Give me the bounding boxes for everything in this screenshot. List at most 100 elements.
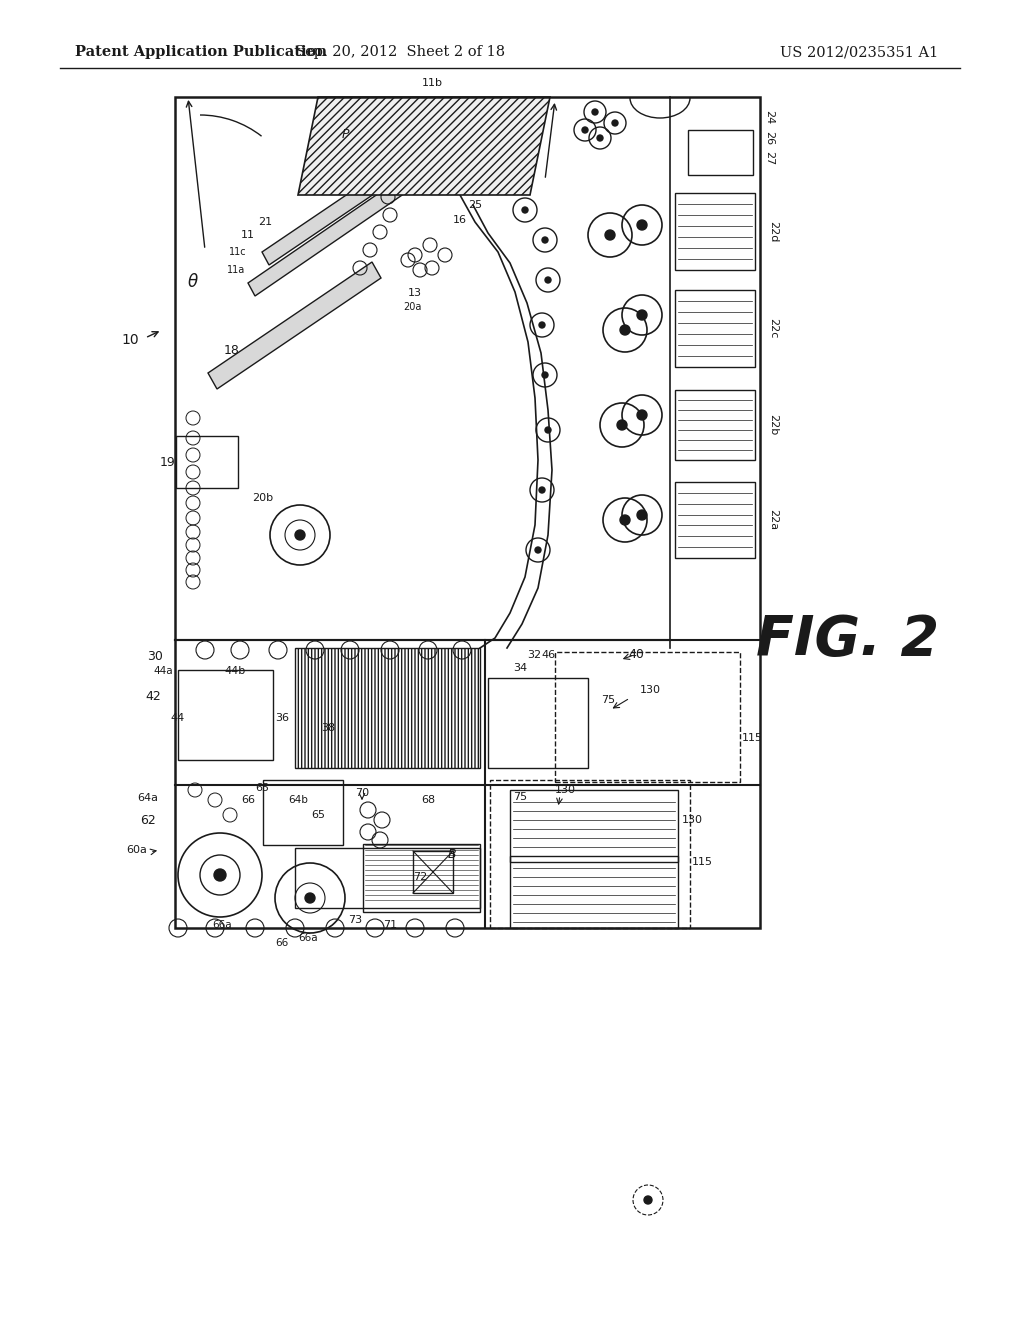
Text: 66: 66 xyxy=(275,939,289,948)
Polygon shape xyxy=(248,165,427,296)
Bar xyxy=(176,436,238,488)
Circle shape xyxy=(605,230,615,240)
Bar xyxy=(178,671,273,760)
Text: 70: 70 xyxy=(355,788,369,799)
Text: 65: 65 xyxy=(255,783,269,793)
Text: 27: 27 xyxy=(764,150,774,165)
Text: 75: 75 xyxy=(513,792,527,803)
Text: 19: 19 xyxy=(160,455,176,469)
Polygon shape xyxy=(298,96,550,195)
Text: 26: 26 xyxy=(764,131,774,145)
Text: θ: θ xyxy=(188,273,198,290)
Circle shape xyxy=(637,510,647,520)
Text: 64b: 64b xyxy=(288,795,308,805)
Text: 18: 18 xyxy=(224,343,240,356)
Text: 11a: 11a xyxy=(227,265,245,275)
Text: 13: 13 xyxy=(408,288,422,298)
Text: 22b: 22b xyxy=(768,414,778,436)
Circle shape xyxy=(592,110,598,115)
Text: 36: 36 xyxy=(275,713,289,723)
Text: 66a: 66a xyxy=(298,933,317,942)
Text: Sep. 20, 2012  Sheet 2 of 18: Sep. 20, 2012 Sheet 2 of 18 xyxy=(295,45,505,59)
Text: P: P xyxy=(341,128,349,141)
Text: 44b: 44b xyxy=(224,667,246,676)
Text: 20b: 20b xyxy=(253,492,273,503)
Circle shape xyxy=(545,426,551,433)
Circle shape xyxy=(305,894,315,903)
Text: 44a: 44a xyxy=(154,667,173,676)
Text: 30: 30 xyxy=(147,651,163,664)
Bar xyxy=(675,389,755,459)
Bar xyxy=(362,843,480,912)
Bar xyxy=(510,855,678,928)
Bar xyxy=(295,847,480,908)
Circle shape xyxy=(612,120,618,125)
Circle shape xyxy=(617,420,627,430)
Text: B: B xyxy=(447,849,457,862)
Bar xyxy=(490,780,690,928)
Text: 71: 71 xyxy=(383,920,397,931)
Circle shape xyxy=(539,322,545,327)
Text: 62: 62 xyxy=(140,813,156,826)
Circle shape xyxy=(637,411,647,420)
Text: Patent Application Publication: Patent Application Publication xyxy=(75,45,327,59)
Bar xyxy=(675,193,755,271)
Text: 32: 32 xyxy=(527,649,541,660)
Text: 22c: 22c xyxy=(768,318,778,339)
Text: 115: 115 xyxy=(692,857,713,867)
Text: FIG. 2: FIG. 2 xyxy=(757,612,940,667)
Text: 11: 11 xyxy=(241,230,255,240)
Text: 130: 130 xyxy=(640,685,660,696)
Text: 46: 46 xyxy=(541,649,555,660)
Circle shape xyxy=(644,1196,652,1204)
Text: 11c: 11c xyxy=(229,247,247,257)
Circle shape xyxy=(542,238,548,243)
Text: 75: 75 xyxy=(601,696,615,705)
Circle shape xyxy=(620,515,630,525)
Text: 44: 44 xyxy=(171,713,185,723)
Text: 68: 68 xyxy=(421,795,435,805)
Bar xyxy=(555,652,740,781)
Bar xyxy=(175,96,760,928)
Text: 73: 73 xyxy=(348,915,362,925)
Bar xyxy=(688,129,753,176)
Bar xyxy=(488,678,588,768)
Bar xyxy=(413,851,453,894)
Text: 20a: 20a xyxy=(402,302,421,312)
Text: 34: 34 xyxy=(513,663,527,673)
Text: 60a: 60a xyxy=(127,845,147,855)
Text: 11b: 11b xyxy=(422,78,442,88)
Circle shape xyxy=(545,277,551,282)
Text: 66a: 66a xyxy=(212,920,231,931)
Circle shape xyxy=(539,487,545,492)
Text: 16: 16 xyxy=(453,215,467,224)
Circle shape xyxy=(637,220,647,230)
Text: 21: 21 xyxy=(258,216,272,227)
Text: 130: 130 xyxy=(682,814,703,825)
Text: 25: 25 xyxy=(468,201,482,210)
Bar xyxy=(675,290,755,367)
Polygon shape xyxy=(208,261,381,389)
Text: 66: 66 xyxy=(241,795,255,805)
Bar xyxy=(510,789,678,862)
Text: 130: 130 xyxy=(555,785,575,795)
Text: 10: 10 xyxy=(121,333,139,347)
Circle shape xyxy=(620,325,630,335)
Circle shape xyxy=(295,531,305,540)
Circle shape xyxy=(597,135,603,141)
Polygon shape xyxy=(262,135,442,265)
Bar xyxy=(675,482,755,558)
Text: 40: 40 xyxy=(628,648,644,661)
Circle shape xyxy=(214,869,226,880)
Circle shape xyxy=(522,207,528,213)
Circle shape xyxy=(535,546,541,553)
Circle shape xyxy=(542,372,548,378)
Text: 38: 38 xyxy=(321,723,335,733)
Bar xyxy=(295,648,480,768)
Bar xyxy=(263,780,343,845)
Text: 22d: 22d xyxy=(768,220,778,242)
Text: 72: 72 xyxy=(413,873,427,882)
Text: 42: 42 xyxy=(145,689,161,702)
Circle shape xyxy=(637,310,647,319)
Text: 22a: 22a xyxy=(768,510,778,531)
